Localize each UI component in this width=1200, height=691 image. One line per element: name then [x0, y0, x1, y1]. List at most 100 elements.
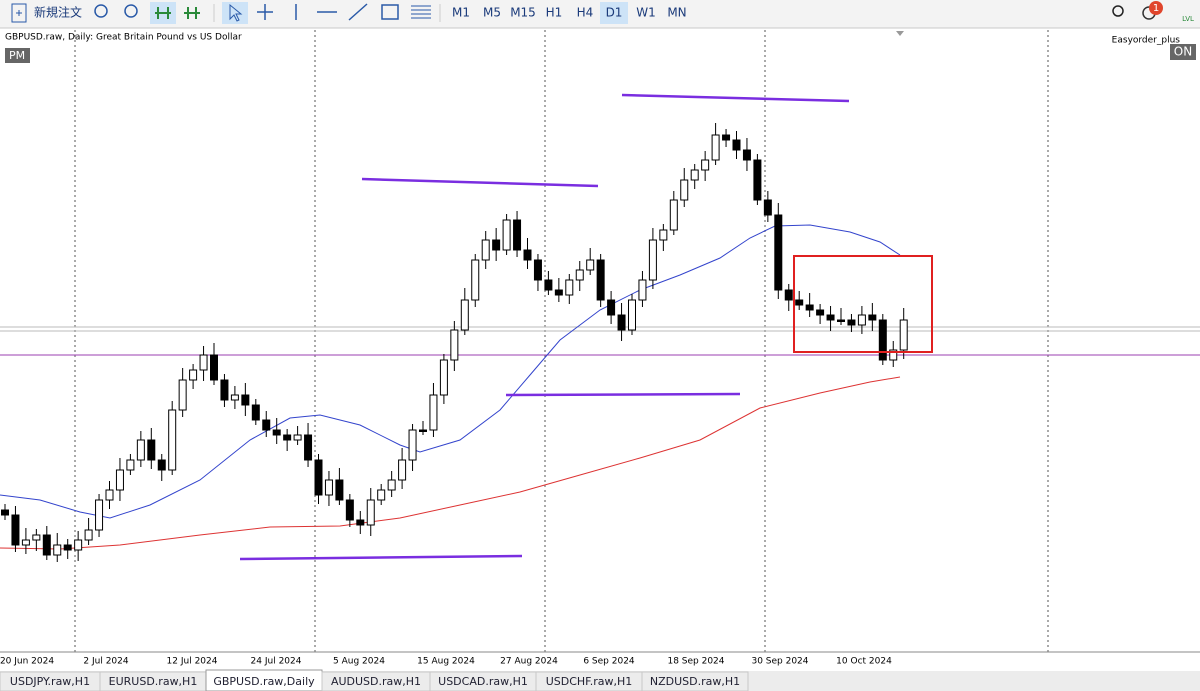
new-order-button[interactable]: 新規注文: [11, 3, 82, 23]
candle-body: [95, 499, 104, 531]
candle-body: [324, 479, 333, 496]
tab-label: NZDUSD.raw,H1: [650, 675, 740, 688]
candle-body: [732, 139, 741, 151]
zoom-out[interactable]: [124, 4, 138, 18]
candle-body: [408, 429, 417, 461]
tab-frame: [641, 671, 749, 691]
highlight-box: [793, 255, 933, 353]
on-badge[interactable]: [1170, 44, 1196, 60]
candle-body: [304, 434, 313, 461]
tab-label: USDJPY.raw,H1: [10, 675, 90, 688]
candle-body: [669, 199, 678, 231]
chart-title: GBPUSD.raw, Daily: Great Britain Pound v…: [5, 33, 242, 43]
candle-body: [753, 159, 762, 201]
zoom-in[interactable]: [94, 4, 108, 18]
candle-body: [711, 134, 720, 161]
candle-body: [178, 379, 187, 411]
chart-area: [0, 29, 1200, 652]
candle-body: [262, 419, 271, 431]
timeframe-button[interactable]: W1: [636, 6, 656, 20]
candle-body: [387, 479, 396, 491]
candle-body: [11, 514, 20, 546]
candle-body: [126, 459, 135, 471]
candle-body: [147, 439, 156, 461]
candle-body: [335, 479, 344, 501]
candle-body: [1, 509, 9, 516]
candle-body: [805, 304, 814, 311]
candle-body: [345, 499, 354, 521]
candle-body: [816, 309, 825, 316]
timeframe-button[interactable]: D1: [606, 6, 623, 20]
tab[interactable]: USDJPY.raw,H1: [0, 671, 101, 691]
candle-body: [638, 279, 647, 301]
search-button[interactable]: [1112, 5, 1124, 17]
notification-count: 1: [1153, 3, 1159, 14]
timeframe-button[interactable]: H1: [546, 6, 563, 20]
candle-body: [492, 239, 501, 251]
level-line: [239, 554, 523, 561]
tab[interactable]: AUDUSD.raw,H1: [321, 671, 431, 691]
timeframe-button[interactable]: H4: [577, 6, 594, 20]
candle-body: [680, 179, 689, 201]
timeframe-button[interactable]: MN: [667, 6, 686, 20]
candle-body: [847, 319, 856, 326]
candle-body: [795, 299, 804, 306]
tab-label: USDCAD.raw,H1: [438, 675, 528, 688]
candle-body: [230, 394, 239, 401]
tab[interactable]: NZDUSD.raw,H1: [641, 671, 749, 691]
candle-body: [168, 409, 177, 471]
candle-body: [377, 489, 386, 501]
period-separators: [74, 30, 1049, 652]
date-label: 24 Jul 2024: [251, 657, 302, 667]
date-labels: 20 Jun 2024 2 Jul 2024 12 Jul 2024 24 Ju…: [0, 657, 892, 667]
candle-body: [189, 369, 198, 381]
date-label: 27 Aug 2024: [500, 657, 558, 667]
candle-body: [283, 434, 292, 441]
crosshair-tool[interactable]: [257, 4, 273, 20]
date-label: 10 Oct 2024: [836, 657, 892, 667]
level-line: [505, 392, 741, 397]
candle-body: [63, 544, 72, 551]
cursor-button[interactable]: [222, 2, 248, 24]
date-label: 18 Sep 2024: [667, 657, 724, 667]
candle-body: [199, 354, 208, 371]
new-order-icon: [11, 3, 27, 23]
candle-body: [32, 534, 41, 541]
candle-body: [84, 529, 93, 541]
candle-body: [439, 359, 448, 396]
fibo-tool[interactable]: [411, 5, 431, 19]
date-label: 5 Aug 2024: [333, 657, 385, 667]
candle-body: [690, 169, 699, 181]
candle-body: [105, 489, 114, 501]
date-label: 2 Jul 2024: [83, 657, 128, 667]
candle-body: [826, 314, 835, 321]
tab-label: EURUSD.raw,H1: [109, 675, 198, 688]
candle-body: [554, 289, 563, 296]
candle-body: [136, 439, 145, 461]
moving-average-fast: [0, 224, 901, 519]
on-label: ON: [1174, 45, 1192, 59]
tab[interactable]: EURUSD.raw,H1: [99, 671, 207, 691]
timeframe-button[interactable]: M1: [452, 6, 470, 20]
tab[interactable]: USDCAD.raw,H1: [429, 671, 537, 691]
shapes-tool[interactable]: [381, 4, 399, 20]
plus-icon: [16, 10, 22, 16]
candle-body: [419, 429, 427, 432]
candle-body: [899, 319, 908, 351]
candle-body: [356, 519, 365, 526]
cursor-icon: [229, 3, 243, 22]
candle-body: [701, 159, 710, 171]
candle-body: [659, 229, 668, 241]
tab[interactable]: GBPUSD.raw,Daily: [205, 669, 323, 691]
tab[interactable]: USDCHF.raw,H1: [535, 671, 643, 691]
candle-body: [502, 219, 511, 251]
candle-body: [460, 299, 469, 331]
lvl-label[interactable]: LVL: [1182, 15, 1194, 23]
pm-label: PM: [9, 49, 25, 62]
candle-body: [513, 219, 522, 251]
trendline-tool[interactable]: [348, 3, 368, 21]
shift-icon[interactable]: [184, 7, 200, 19]
timeframe-button[interactable]: M5: [483, 6, 501, 20]
timeframe-button[interactable]: M15: [510, 6, 536, 20]
level-line: [361, 177, 599, 188]
